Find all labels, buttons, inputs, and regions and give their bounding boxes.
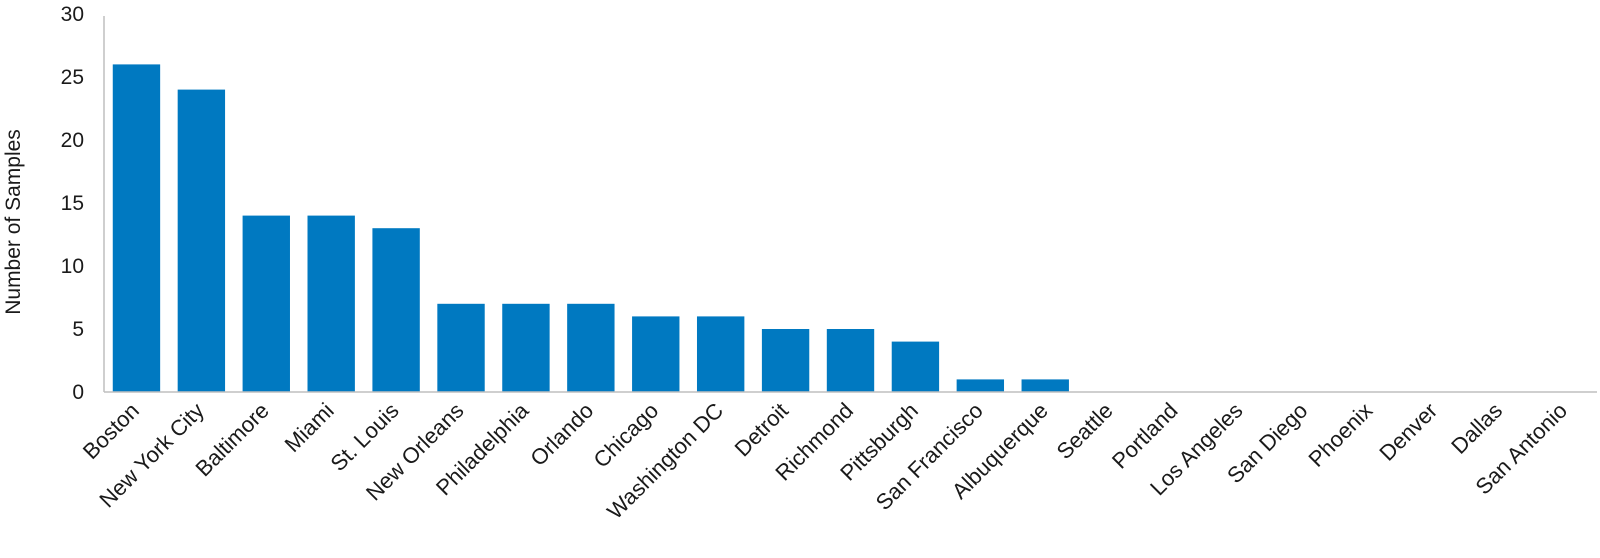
x-category-label: Denver [1374, 398, 1442, 466]
bar [891, 341, 940, 392]
bar [761, 329, 810, 392]
x-category-label: Phoenix [1303, 398, 1377, 472]
y-tick-label: 10 [61, 255, 84, 278]
bar [112, 64, 161, 393]
x-category-label: Washington DC [602, 398, 728, 524]
y-tick-label: 15 [61, 192, 84, 215]
y-tick-label: 20 [61, 129, 84, 152]
bar [1021, 379, 1069, 392]
y-axis-ticks: 0 5 10 15 20 25 30 [61, 3, 84, 404]
bar [437, 303, 485, 392]
x-category-label: Dallas [1446, 398, 1507, 459]
bar [372, 228, 420, 392]
x-category-label: Detroit [730, 398, 793, 461]
bar [632, 316, 680, 392]
bar [826, 329, 875, 392]
bar [696, 316, 745, 392]
bar [307, 215, 355, 392]
bar [502, 303, 550, 392]
y-tick-label: 25 [61, 66, 84, 89]
bar [567, 303, 615, 392]
y-tick-label: 30 [61, 3, 84, 26]
y-axis-label: Number of Samples [2, 129, 25, 315]
bar [242, 215, 290, 392]
y-tick-label: 0 [72, 381, 84, 404]
bar [956, 379, 1005, 392]
y-tick-label: 5 [72, 318, 84, 341]
x-category-label: Miami [280, 398, 339, 457]
bars [112, 64, 1069, 393]
bar [177, 89, 226, 392]
x-category-label: Orlando [525, 398, 598, 471]
